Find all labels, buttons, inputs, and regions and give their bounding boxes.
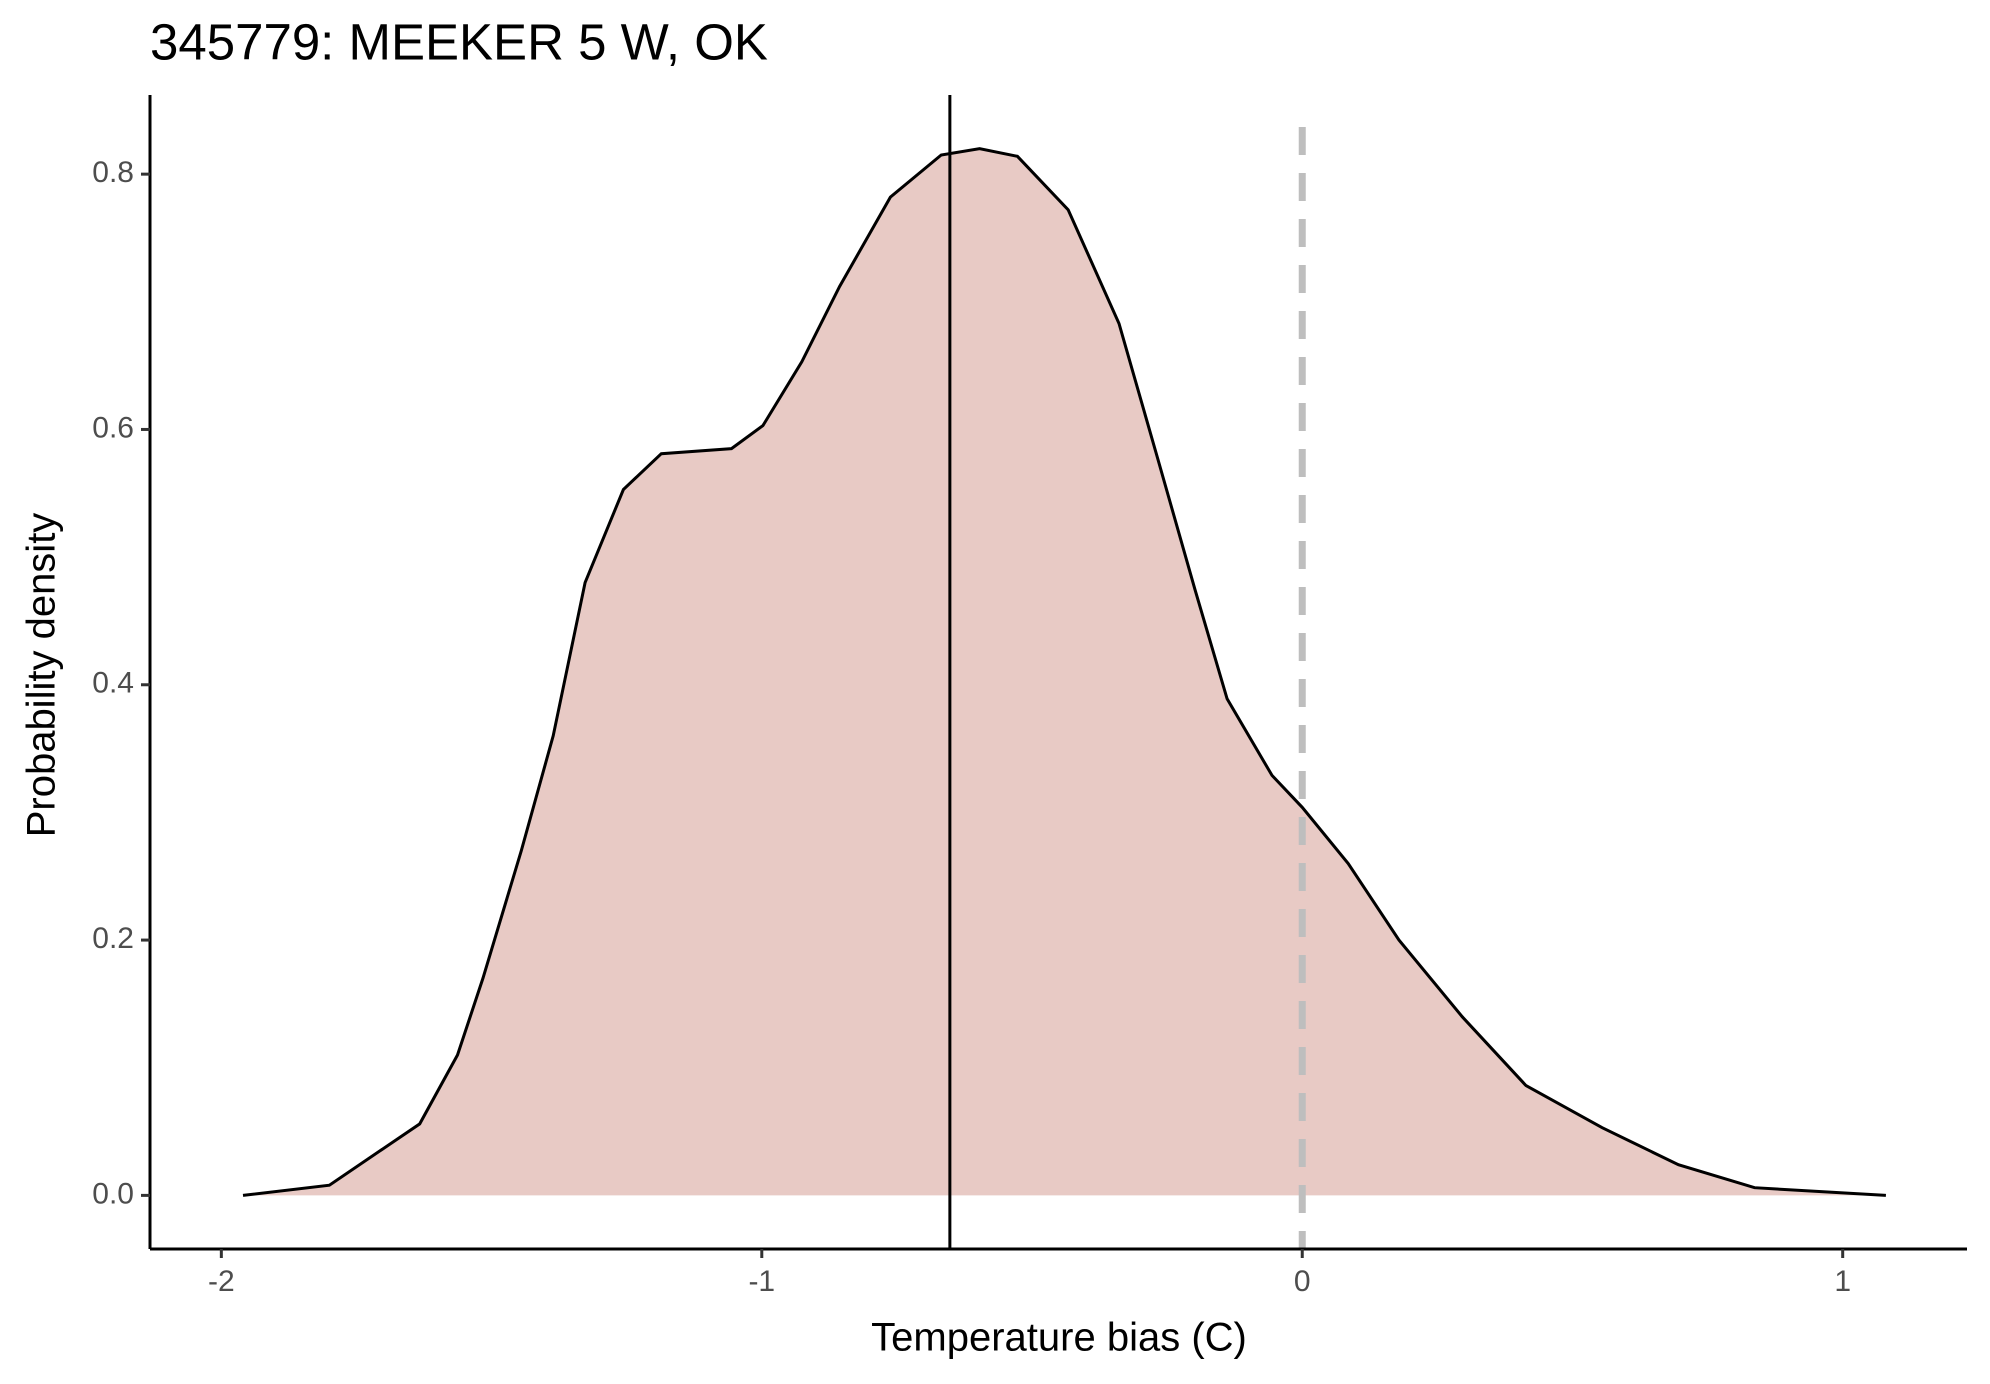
y-tick-label: 0.4 [92,667,134,700]
x-tick-label: -2 [208,1265,235,1298]
x-tick-label: -1 [748,1265,775,1298]
x-tick-label: 1 [1834,1265,1851,1298]
y-tick-label: 0.0 [92,1177,134,1210]
density-line [242,147,1886,1197]
y-tick-label: 0.2 [92,922,134,955]
x-tick-label: 0 [1294,1265,1311,1298]
density-area [242,148,1886,1196]
y-tick-label: 0.8 [92,156,134,189]
y-axis-label: Probability density [20,513,64,838]
x-axis-label: Temperature bias (C) [871,1316,1247,1360]
y-tick-label: 0.6 [92,411,134,444]
chart-title: 345779: MEEKER 5 W, OK [150,13,768,70]
